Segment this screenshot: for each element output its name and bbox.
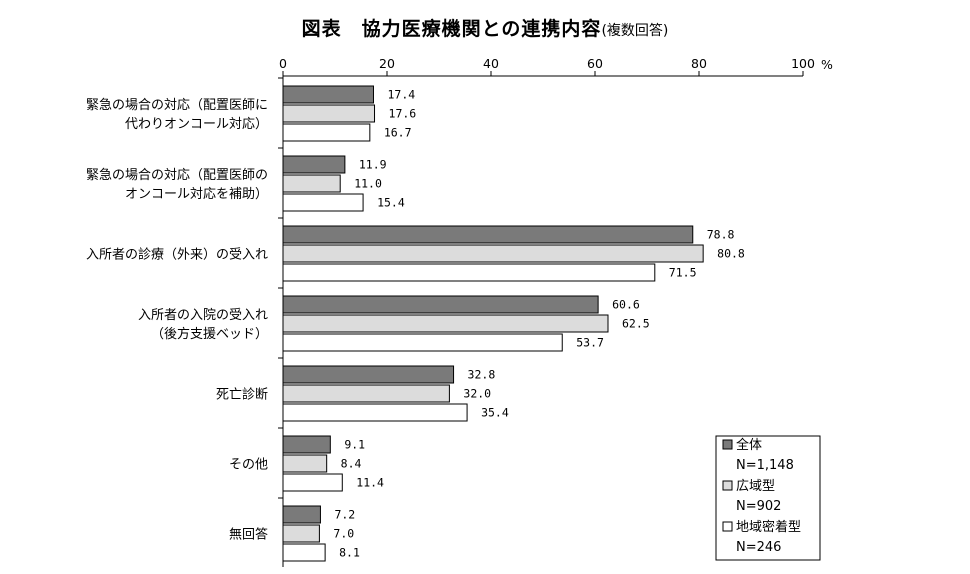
data-label: 9.1 (344, 438, 365, 452)
data-label: 16.7 (384, 126, 412, 140)
data-label: 7.2 (334, 508, 355, 522)
x-tick-label: 100 (791, 56, 815, 71)
bar (282, 333, 563, 352)
bar (282, 225, 694, 244)
x-tick-label: 40 (483, 56, 499, 71)
bar (282, 314, 609, 333)
category-label: オンコール対応を補助） (125, 187, 268, 202)
bar (282, 454, 328, 473)
bar (282, 244, 704, 263)
category-label: 死亡診断 (216, 387, 268, 403)
category-label: （後方支援ベッド） (151, 326, 268, 342)
bar (282, 295, 599, 314)
legend-n-label: N=902 (736, 499, 781, 514)
bars-group: 17.4 11.9 78.8 60.6 32.8 9.1 7.2 17.6 11.0 80.8 62… (282, 85, 745, 562)
data-label: 8.4 (341, 457, 362, 471)
category-label: 緊急の場合の対応（配置医師に (86, 98, 268, 113)
bar (282, 435, 331, 454)
bar (282, 155, 346, 174)
legend-n-label: N=246 (736, 540, 781, 555)
bar (282, 123, 371, 142)
legend-swatch (722, 521, 733, 532)
bar (282, 263, 656, 282)
x-tick-label: 80 (691, 56, 707, 71)
bar (282, 505, 321, 524)
category-label: 代わりオンコール対応） (125, 117, 268, 132)
data-label: 32.8 (468, 368, 496, 382)
data-label: 32.0 (463, 387, 491, 401)
data-label: 17.6 (389, 107, 417, 121)
bar (282, 104, 376, 123)
data-label: 8.1 (339, 546, 360, 560)
bar (282, 403, 468, 422)
bar (282, 85, 374, 104)
bar (282, 384, 450, 403)
category-label: 入所者の診療（外来）の受入れ (86, 247, 268, 263)
x-tick-label: 60 (587, 56, 603, 71)
legend: 全体 N=1,148 広域型 N=902 地域密着型 N=246 (715, 435, 821, 561)
legend-swatch (722, 480, 733, 491)
bar (282, 193, 364, 212)
x-tick-label: 0 (279, 56, 287, 71)
bar (282, 473, 343, 492)
data-label: 53.7 (576, 336, 604, 350)
x-tick-label: 20 (379, 56, 395, 71)
legend-label: 全体 (736, 437, 762, 453)
data-label: 78.8 (707, 228, 735, 242)
bar (282, 524, 320, 543)
data-label: 80.8 (717, 247, 745, 261)
category-label: 入所者の入院の受入れ (138, 308, 268, 323)
chart-title-main: 図表 協力医療機関との連携内容 (301, 18, 602, 40)
chart-title: 図表 協力医療機関との連携内容(複数回答) (0, 14, 970, 41)
data-label: 11.9 (359, 158, 387, 172)
data-label: 11.0 (354, 177, 382, 191)
bar (282, 174, 341, 193)
x-axis-unit: % (821, 57, 833, 72)
data-label: 15.4 (377, 196, 405, 210)
data-label: 62.5 (622, 317, 650, 331)
bar (282, 543, 326, 562)
bar (282, 365, 455, 384)
legend-box (715, 435, 821, 561)
data-label: 60.6 (612, 298, 640, 312)
chart-title-sub: (複数回答) (601, 23, 669, 39)
legend-swatch (722, 439, 733, 450)
category-label: 無回答 (229, 527, 268, 543)
data-label: 35.4 (481, 406, 509, 420)
legend-label: 地域密着型 (736, 519, 801, 535)
data-label: 17.4 (387, 88, 415, 102)
category-label: その他 (229, 458, 268, 473)
category-label: 緊急の場合の対応（配置医師の (86, 168, 268, 183)
data-label: 7.0 (333, 527, 354, 541)
legend-n-label: N=1,148 (736, 458, 794, 473)
data-label: 11.4 (356, 476, 384, 490)
data-label: 71.5 (669, 266, 697, 280)
legend-label: 広域型 (736, 479, 775, 494)
